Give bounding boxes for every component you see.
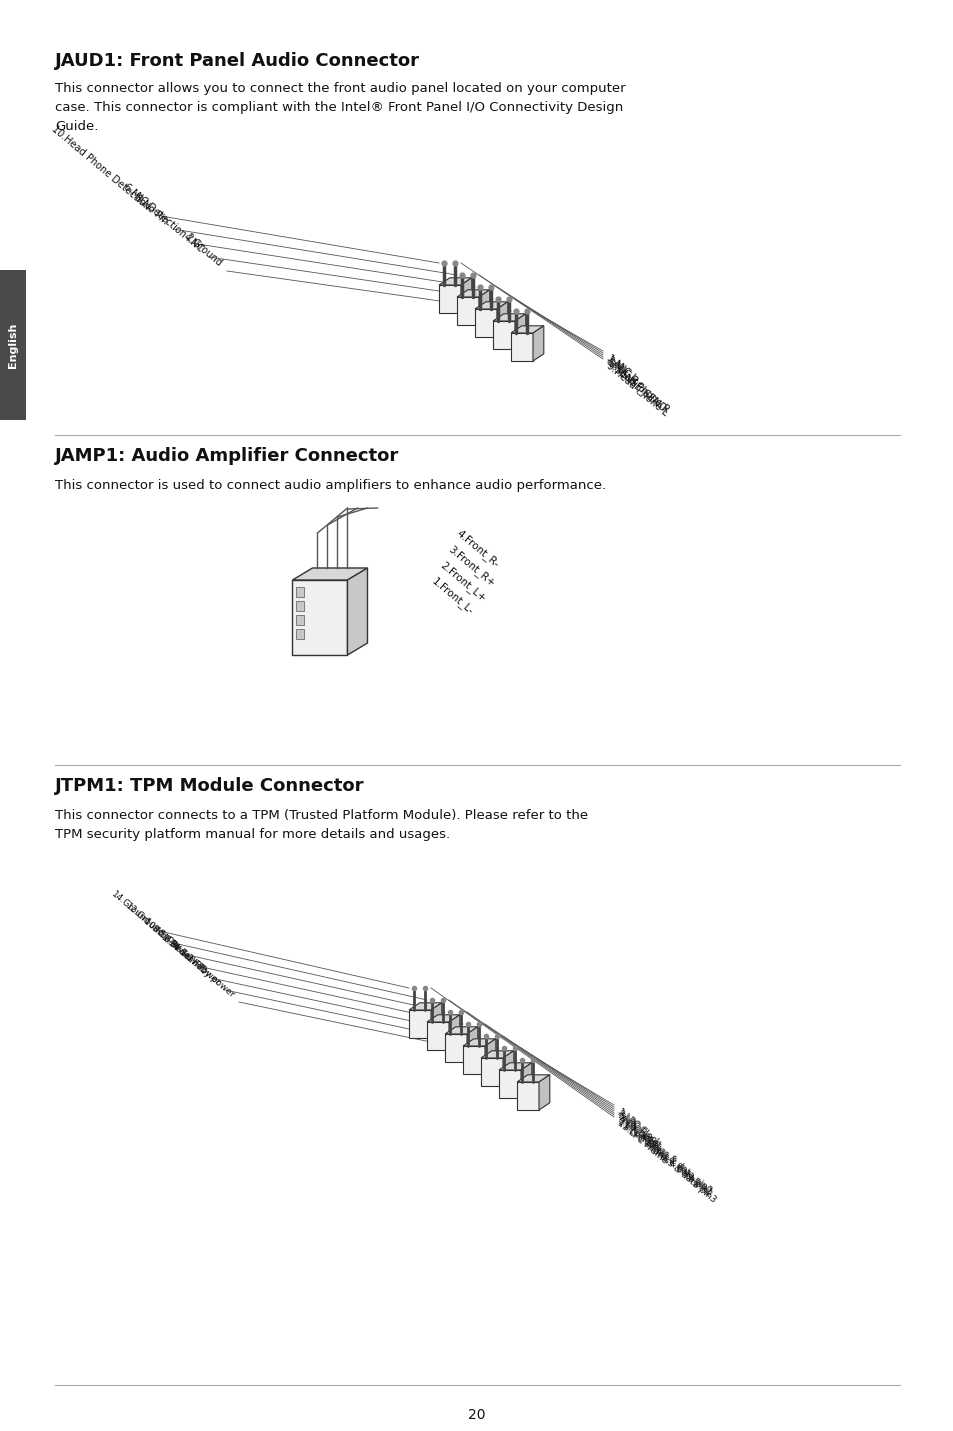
Polygon shape	[475, 302, 507, 309]
Text: 5.Head Phone R: 5.Head Phone R	[604, 356, 671, 415]
Polygon shape	[497, 302, 507, 336]
Text: 1.LPC Clock: 1.LPC Clock	[616, 1108, 661, 1148]
Text: English: English	[8, 322, 18, 368]
Polygon shape	[475, 309, 497, 336]
Polygon shape	[467, 1027, 477, 1062]
Text: 1.Front_L-: 1.Front_L-	[430, 577, 476, 617]
Polygon shape	[480, 1050, 514, 1058]
Polygon shape	[533, 326, 543, 361]
Text: This connector allows you to connect the front audio panel located on your compu: This connector allows you to connect the…	[55, 82, 625, 133]
Polygon shape	[498, 1070, 520, 1098]
Polygon shape	[409, 1003, 441, 1010]
Polygon shape	[293, 568, 367, 580]
Text: 7.LPC address & data pin1: 7.LPC address & data pin1	[616, 1113, 713, 1196]
Bar	[296, 630, 304, 640]
Text: 6.Serial IRQ: 6.Serial IRQ	[161, 934, 208, 975]
Polygon shape	[444, 1035, 467, 1062]
Polygon shape	[409, 1010, 431, 1037]
Text: 10.Head Phone Detection: 10.Head Phone Detection	[50, 124, 152, 212]
Text: 8.5V Power: 8.5V Power	[150, 923, 193, 963]
Polygon shape	[427, 1015, 459, 1022]
Text: 4.NC: 4.NC	[182, 232, 206, 253]
Text: 3.LPC Reset: 3.LPC Reset	[616, 1109, 662, 1151]
Polygon shape	[493, 321, 515, 349]
Polygon shape	[431, 1003, 441, 1037]
Text: 5.LPC address & data pin0: 5.LPC address & data pin0	[616, 1110, 713, 1195]
Polygon shape	[502, 1050, 514, 1086]
Text: 2.Ground: 2.Ground	[183, 232, 224, 268]
Polygon shape	[456, 298, 478, 325]
Polygon shape	[449, 1015, 459, 1050]
Polygon shape	[347, 568, 367, 655]
Text: 3.Front_R+: 3.Front_R+	[446, 544, 497, 590]
Polygon shape	[480, 1058, 502, 1086]
Text: 8.No Pin: 8.No Pin	[132, 192, 170, 226]
Polygon shape	[444, 1027, 477, 1035]
Polygon shape	[538, 1075, 549, 1110]
Bar	[296, 601, 304, 611]
Text: 13.LPC Frame: 13.LPC Frame	[616, 1119, 669, 1166]
Text: 10.No Pin: 10.No Pin	[141, 916, 180, 952]
Text: 4.Front_R-: 4.Front_R-	[454, 528, 500, 570]
Bar	[293, 580, 347, 655]
Text: 6.MIC Detection: 6.MIC Detection	[122, 182, 188, 240]
Polygon shape	[520, 1063, 531, 1098]
Polygon shape	[498, 1063, 531, 1070]
Text: 4.3.3V Power: 4.3.3V Power	[171, 942, 222, 987]
Polygon shape	[460, 278, 472, 313]
Text: This connector connects to a TPM (Trusted Platform Module). Please refer to the
: This connector connects to a TPM (Truste…	[55, 809, 587, 841]
Polygon shape	[462, 1039, 496, 1046]
Polygon shape	[493, 313, 525, 321]
Text: 11.LPC address & data pin3: 11.LPC address & data pin3	[616, 1118, 717, 1205]
Polygon shape	[515, 313, 525, 349]
Text: JAUD1: Front Panel Audio Connector: JAUD1: Front Panel Audio Connector	[55, 52, 419, 70]
Polygon shape	[427, 1022, 449, 1050]
Polygon shape	[462, 1046, 484, 1075]
Text: JTPM1: TPM Module Connector: JTPM1: TPM Module Connector	[55, 777, 364, 796]
Text: 9.Head Phone L: 9.Head Phone L	[604, 361, 670, 418]
Text: 9.LPC address & data pin2: 9.LPC address & data pin2	[616, 1115, 713, 1199]
Text: 7.SENSE_SEND: 7.SENSE_SEND	[604, 359, 667, 415]
Polygon shape	[484, 1039, 496, 1075]
Polygon shape	[478, 290, 489, 325]
Polygon shape	[438, 285, 460, 313]
Polygon shape	[511, 326, 543, 333]
Bar	[0, 270, 26, 421]
Text: JAMP1: Audio Amplifier Connector: JAMP1: Audio Amplifier Connector	[55, 446, 399, 465]
Text: 20: 20	[468, 1408, 485, 1422]
Polygon shape	[517, 1082, 538, 1110]
Polygon shape	[511, 333, 533, 361]
Text: 14.Ground: 14.Ground	[110, 890, 152, 927]
Polygon shape	[517, 1075, 549, 1082]
Bar	[296, 615, 304, 625]
Text: 3.MIC R: 3.MIC R	[604, 355, 639, 386]
Text: 12.Ground: 12.Ground	[124, 902, 166, 939]
Bar	[296, 587, 304, 597]
Text: 2.3V Standby power: 2.3V Standby power	[160, 933, 235, 999]
Polygon shape	[456, 290, 489, 298]
Text: 2.Front_L+: 2.Front_L+	[437, 560, 487, 604]
Text: This connector is used to connect audio amplifiers to enhance audio performance.: This connector is used to connect audio …	[55, 479, 605, 492]
Polygon shape	[438, 278, 472, 285]
Text: 1.MIC L: 1.MIC L	[604, 353, 639, 384]
